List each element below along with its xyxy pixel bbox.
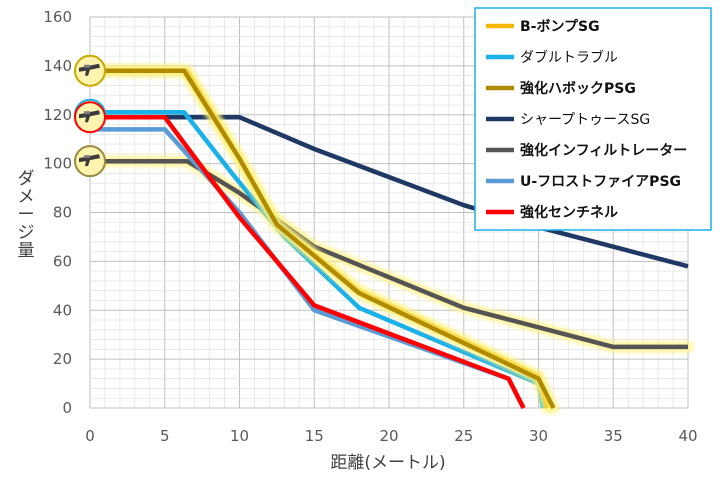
shotgun-detail xyxy=(84,155,90,159)
legend-label: 強化ハボックPSG xyxy=(520,80,636,97)
y-tick-label: 140 xyxy=(43,57,72,75)
legend-label: U-フロストファイアPSG xyxy=(520,174,681,190)
marker-ring xyxy=(74,54,106,87)
axis-ticks: 0 5 10 15 20 25 30 35 40 0 20 40 60 80 100 120 140 160 xyxy=(43,8,697,445)
x-tick-label: 20 xyxy=(379,427,398,445)
series-line xyxy=(90,158,688,350)
y-tick-label: 120 xyxy=(43,106,72,124)
y-tick-label: 20 xyxy=(53,350,72,368)
legend-box xyxy=(474,7,712,231)
y-axis-title-char: ダ xyxy=(18,169,35,189)
x-tick-label: 0 xyxy=(85,427,95,445)
x-tick-label: 40 xyxy=(678,427,697,445)
shotgun-icon xyxy=(74,101,106,134)
y-tick-label: 100 xyxy=(43,155,72,173)
x-tick-label: 35 xyxy=(604,427,623,445)
weapon-markers xyxy=(74,54,106,178)
series-line xyxy=(90,114,526,410)
y-tick-label: 160 xyxy=(43,8,72,26)
series-line xyxy=(90,114,689,269)
x-tick-label: 10 xyxy=(230,427,249,445)
legend-label: シャープトゥースSG xyxy=(520,112,650,128)
y-axis-title-char: ジ xyxy=(18,223,35,243)
legend-label: 強化インフィルトレーター xyxy=(520,142,687,159)
marker-ring xyxy=(74,101,106,134)
y-axis-title-char: 量 xyxy=(18,241,35,261)
y-tick-label: 80 xyxy=(53,204,72,222)
x-axis-title: 距離(メートル) xyxy=(330,453,445,473)
y-axis-title: ダメージ量 xyxy=(18,169,35,261)
y-tick-label: 60 xyxy=(53,252,72,270)
shotgun-detail xyxy=(84,64,90,68)
y-tick-label: 40 xyxy=(53,301,72,319)
marker-ring xyxy=(74,145,106,178)
x-tick-label: 5 xyxy=(160,427,170,445)
legend-label: B-ボンプSG xyxy=(520,19,600,35)
y-axis-title-char: メ xyxy=(18,187,35,207)
shotgun-icon xyxy=(74,54,106,87)
legend-label: ダブルトラブル xyxy=(520,49,618,66)
x-tick-label: 25 xyxy=(454,427,473,445)
x-tick-label: 15 xyxy=(305,427,324,445)
legend-label: 強化センチネル xyxy=(520,204,618,221)
y-axis-title-char: ー xyxy=(18,205,35,225)
shotgun-icon xyxy=(74,145,106,178)
x-tick-label: 30 xyxy=(529,427,548,445)
y-tick-label: 0 xyxy=(62,399,72,417)
series-line xyxy=(90,68,556,410)
series-line xyxy=(90,127,526,410)
shotgun-detail xyxy=(84,111,90,115)
series-lines xyxy=(84,65,694,414)
